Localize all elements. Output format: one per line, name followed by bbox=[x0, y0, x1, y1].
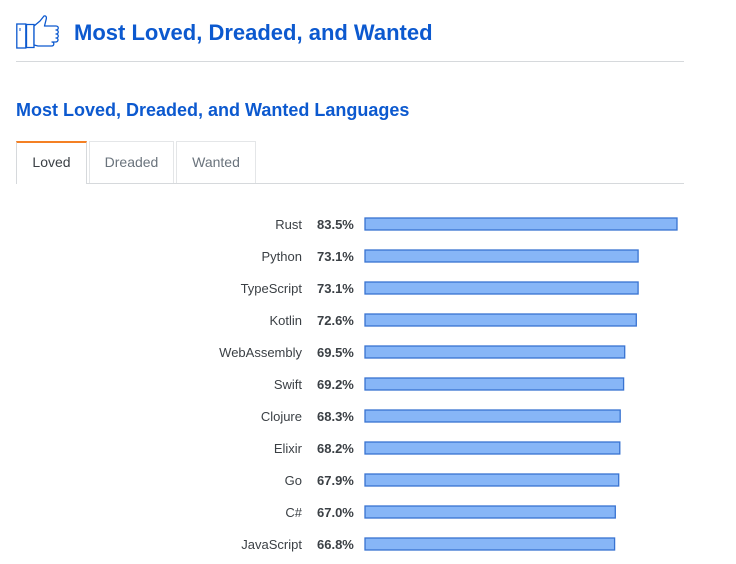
bar-chart: Rust 83.5% Python 73.1% TypeScript 73.1% Kotli… bbox=[219, 217, 678, 552]
value-label: 83.5% bbox=[317, 217, 354, 232]
value-label: 69.5% bbox=[317, 345, 354, 360]
category-label: TypeScript bbox=[241, 281, 303, 296]
category-label: Rust bbox=[275, 217, 302, 232]
category-label: Go bbox=[285, 473, 302, 488]
value-label: 66.8% bbox=[317, 537, 354, 552]
bar bbox=[364, 377, 625, 391]
tab-loved[interactable]: Loved bbox=[16, 141, 87, 184]
tab-bar: Loved Dreaded Wanted bbox=[16, 141, 684, 184]
bar bbox=[364, 281, 639, 295]
category-label: Clojure bbox=[261, 409, 302, 424]
category-label: Kotlin bbox=[269, 313, 302, 328]
bar bbox=[364, 537, 616, 551]
section-title: Most Loved, Dreaded, and Wanted bbox=[74, 20, 433, 45]
value-label: 68.2% bbox=[317, 441, 354, 456]
category-label: WebAssembly bbox=[219, 345, 302, 360]
category-label: Swift bbox=[274, 377, 303, 392]
category-label: Elixir bbox=[274, 441, 303, 456]
bar bbox=[364, 409, 621, 423]
tab-dreaded[interactable]: Dreaded bbox=[89, 141, 174, 183]
bar bbox=[364, 505, 616, 519]
category-label: C# bbox=[285, 505, 302, 520]
chart-title: Most Loved, Dreaded, and Wanted Language… bbox=[16, 100, 410, 120]
bar bbox=[364, 345, 626, 359]
bar bbox=[364, 473, 620, 487]
bar bbox=[364, 441, 621, 455]
thumbs-up-icon bbox=[16, 15, 59, 49]
bar bbox=[364, 249, 639, 263]
value-label: 73.1% bbox=[317, 281, 354, 296]
bar bbox=[364, 217, 678, 231]
category-label: Python bbox=[262, 249, 302, 264]
value-label: 67.9% bbox=[317, 473, 354, 488]
value-label: 67.0% bbox=[317, 505, 354, 520]
section-header: Most Loved, Dreaded, and Wanted bbox=[16, 12, 684, 62]
value-label: 72.6% bbox=[317, 313, 354, 328]
tab-wanted[interactable]: Wanted bbox=[176, 141, 256, 183]
value-label: 69.2% bbox=[317, 377, 354, 392]
value-label: 68.3% bbox=[317, 409, 354, 424]
bar bbox=[364, 313, 637, 327]
value-label: 73.1% bbox=[317, 249, 354, 264]
category-label: JavaScript bbox=[241, 537, 302, 552]
